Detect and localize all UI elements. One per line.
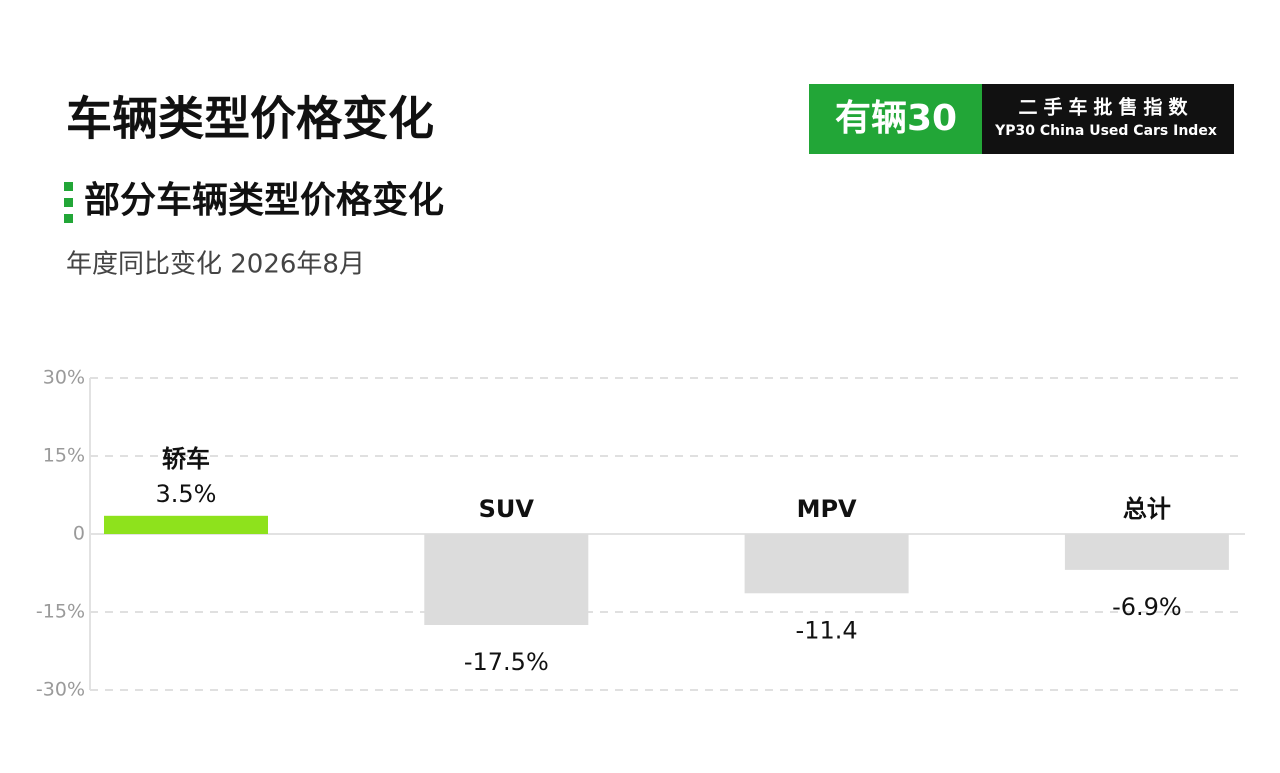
value-label: 3.5% (156, 480, 217, 508)
y-tick-label: -30% (36, 679, 85, 701)
subtitle-marker (64, 182, 73, 191)
y-tick-label: -15% (36, 601, 85, 623)
y-tick-label: 15% (43, 445, 85, 467)
bar (424, 534, 589, 625)
logo-brand: 有辆30 (835, 98, 957, 139)
logo-brand-bg (809, 84, 982, 154)
subtitle-marker (64, 214, 73, 223)
category-label: SUV (479, 495, 535, 523)
category-label: 轿车 (162, 445, 210, 473)
bar (744, 534, 909, 594)
chart-subtitle: 部分车辆类型价格变化 (84, 179, 444, 221)
y-tick-label: 0 (73, 523, 85, 545)
logo-name-en: YP30 China Used Cars Index (994, 123, 1217, 139)
subtitle-marker (64, 198, 73, 207)
chart-note: 年度同比变化 2026年8月 (66, 250, 365, 280)
logo-name: 二手车批售指数 (1018, 96, 1193, 119)
category-label: 总计 (1123, 495, 1171, 523)
value-label: -11.4 (796, 616, 858, 644)
value-label: -17.5% (464, 648, 549, 676)
category-label: MPV (797, 495, 857, 523)
value-label: -6.9% (1112, 593, 1182, 621)
chart-title: 车辆类型价格变化 (66, 92, 434, 146)
bar (1064, 534, 1229, 570)
bar (104, 515, 268, 534)
y-tick-label: 30% (43, 367, 85, 389)
logo-name-bg (982, 84, 1234, 154)
